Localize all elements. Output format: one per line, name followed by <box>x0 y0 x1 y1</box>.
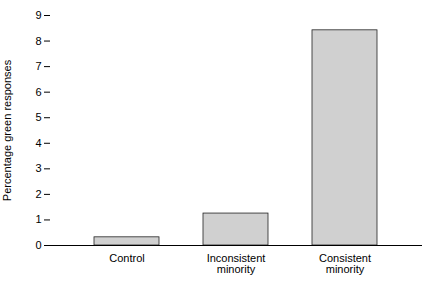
svg-text:Consistentminority: Consistentminority <box>319 252 371 275</box>
svg-text:4: 4 <box>35 137 41 149</box>
svg-text:Percentage green responses: Percentage green responses <box>1 59 13 201</box>
svg-text:3: 3 <box>35 162 41 174</box>
svg-text:8: 8 <box>35 35 41 47</box>
svg-text:Inconsistentminority: Inconsistentminority <box>207 252 266 275</box>
svg-text:6: 6 <box>35 86 41 98</box>
svg-text:0: 0 <box>35 239 41 251</box>
svg-text:1: 1 <box>35 213 41 225</box>
svg-text:7: 7 <box>35 60 41 72</box>
svg-text:2: 2 <box>35 188 41 200</box>
svg-text:Control: Control <box>109 252 144 264</box>
svg-text:9: 9 <box>35 9 41 21</box>
svg-text:5: 5 <box>35 111 41 123</box>
